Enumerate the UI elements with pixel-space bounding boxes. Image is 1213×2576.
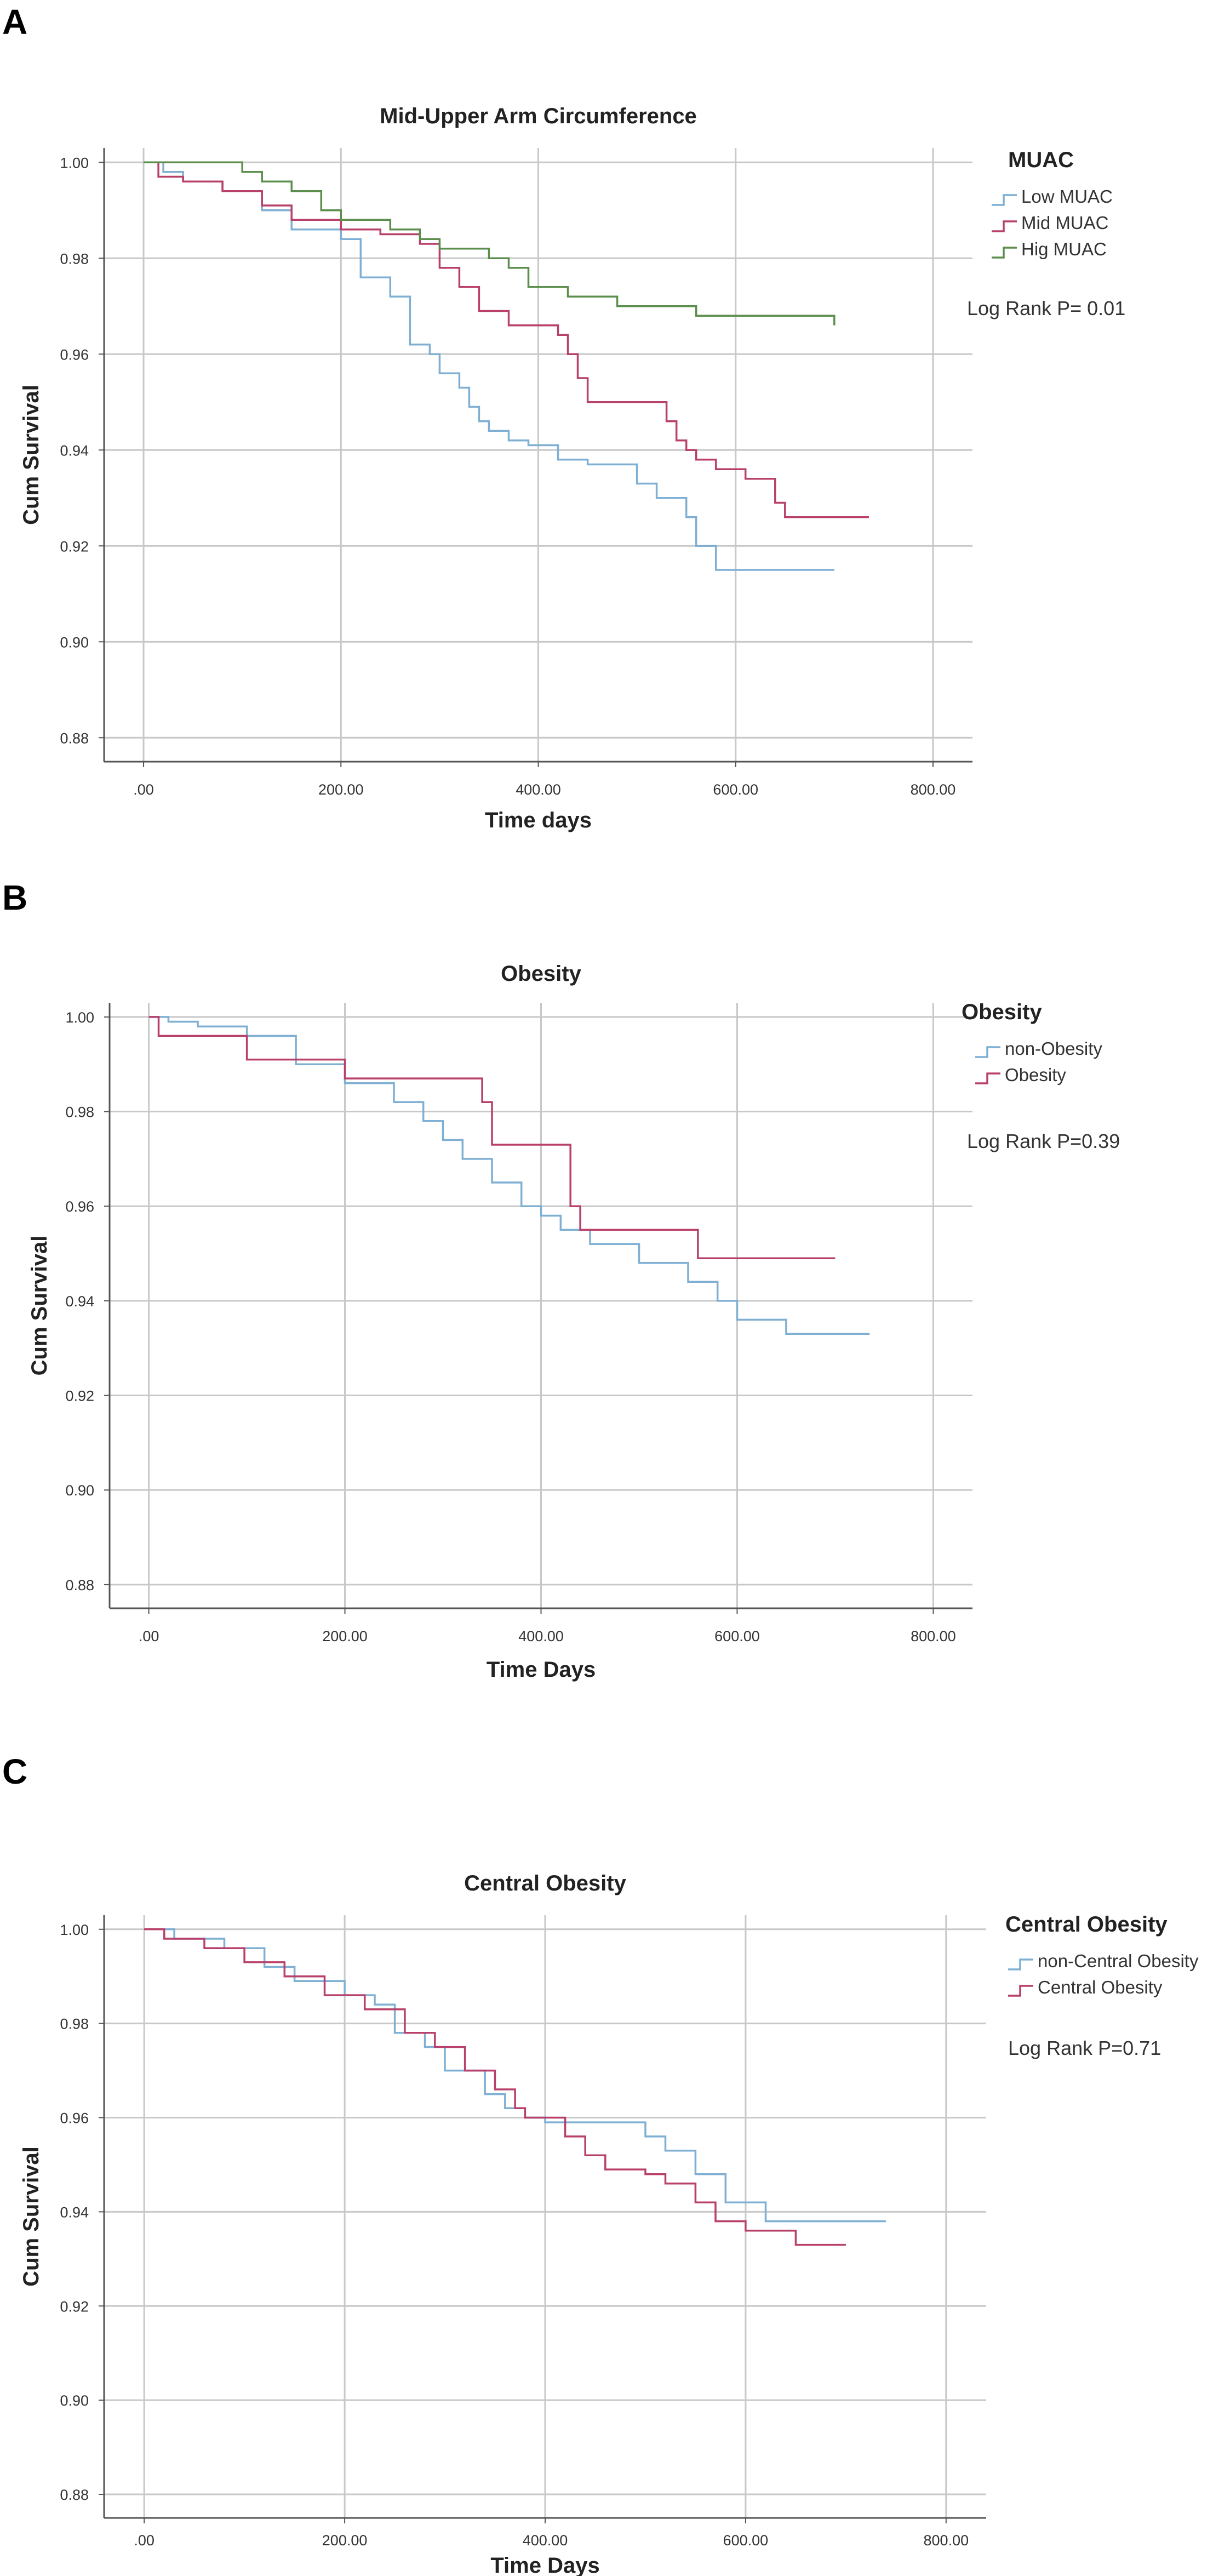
series-line-non-obesity bbox=[148, 1016, 870, 1335]
panel-label: C bbox=[2, 1752, 27, 1791]
y-tick-label: 0.92 bbox=[60, 2298, 89, 2315]
log-rank-annotation: Log Rank P=0.39 bbox=[967, 1130, 1120, 1152]
series-line-mid-muac bbox=[144, 161, 869, 518]
chart-title: Obesity bbox=[501, 962, 581, 986]
legend-item-label: Obesity bbox=[1005, 1065, 1066, 1085]
legend-title: Central Obesity bbox=[1005, 1912, 1168, 1937]
legend-swatch-non-central-obesity bbox=[1008, 1958, 1033, 1970]
x-tick-label: 200.00 bbox=[322, 1628, 368, 1644]
log-rank-annotation: Log Rank P=0.71 bbox=[1008, 2037, 1161, 2059]
legend-item-label: non-Obesity bbox=[1005, 1038, 1102, 1059]
y-axis-label: Cum Survival bbox=[27, 1236, 52, 1376]
legend-item-label: Low MUAC bbox=[1021, 186, 1113, 207]
legend-swatch-hig-muac bbox=[992, 247, 1017, 259]
series-line-hig-muac bbox=[144, 161, 836, 325]
x-tick-label: .00 bbox=[133, 781, 154, 798]
log-rank-annotation: Log Rank P= 0.01 bbox=[967, 297, 1125, 319]
y-tick-label: 0.92 bbox=[60, 538, 89, 555]
x-tick-label: 600.00 bbox=[723, 2532, 769, 2549]
panel-label: A bbox=[2, 2, 27, 42]
legend-item-label: Central Obesity bbox=[1038, 1977, 1163, 1997]
legend-title: Obesity bbox=[962, 1000, 1042, 1024]
x-tick-label: 200.00 bbox=[318, 781, 364, 798]
legend-item-label: Hig MUAC bbox=[1021, 239, 1107, 259]
x-tick-label: 400.00 bbox=[523, 2532, 568, 2549]
legend-swatch-mid-muac bbox=[992, 220, 1017, 232]
legend-title: MUAC bbox=[1008, 148, 1074, 172]
y-tick-label: 1.00 bbox=[65, 1009, 94, 1026]
y-tick-label: 0.94 bbox=[65, 1293, 94, 1310]
chart-title: Mid-Upper Arm Circumference bbox=[380, 104, 697, 128]
y-tick-label: 0.96 bbox=[60, 346, 89, 363]
chart-title: Central Obesity bbox=[464, 1871, 626, 1895]
x-tick-label: 400.00 bbox=[516, 781, 561, 798]
series-line-non-central-obesity bbox=[144, 1928, 886, 2223]
legend-item-label: Mid MUAC bbox=[1021, 213, 1109, 233]
x-axis-label: Time Days bbox=[487, 1658, 596, 1682]
y-axis-label: Cum Survival bbox=[19, 385, 43, 525]
y-tick-label: 0.98 bbox=[60, 2016, 89, 2032]
legend-swatch-non-obesity bbox=[975, 1046, 1000, 1058]
chart-panel-b: B Obesity 0.88 0.90 0.92 0.94 0.96 0.98 1.00 .00 2… bbox=[2, 878, 1120, 1682]
y-tick-label: 0.94 bbox=[60, 442, 89, 459]
x-tick-label: 800.00 bbox=[911, 1628, 956, 1644]
x-tick-label: 800.00 bbox=[924, 2532, 969, 2549]
chart-panel-c: C Central Obesity 0.88 0.90 0.92 0.94 0.96 0.98… bbox=[2, 1752, 1199, 2576]
x-tick-label: 200.00 bbox=[322, 2532, 368, 2549]
y-tick-label: 0.94 bbox=[60, 2204, 89, 2220]
x-tick-label: 400.00 bbox=[518, 1628, 564, 1644]
x-axis-label: Time Days bbox=[490, 2554, 599, 2576]
y-axis-label: Cum Survival bbox=[19, 2146, 43, 2287]
y-tick-label: 0.88 bbox=[60, 2487, 89, 2503]
series-line-obesity bbox=[148, 1016, 836, 1259]
series-line-central-obesity bbox=[144, 1928, 846, 2246]
legend-swatch-obesity bbox=[975, 1072, 1000, 1084]
y-tick-label: 0.98 bbox=[60, 250, 89, 267]
x-tick-label: 800.00 bbox=[911, 781, 956, 798]
series-line-low-muac bbox=[144, 161, 834, 571]
y-tick-label: 0.92 bbox=[65, 1388, 94, 1404]
legend-swatch-low-muac bbox=[992, 194, 1017, 206]
x-tick-label: 600.00 bbox=[713, 781, 758, 798]
y-tick-label: 0.90 bbox=[60, 2392, 89, 2409]
panel-label: B bbox=[2, 878, 27, 917]
y-tick-label: 0.96 bbox=[65, 1198, 94, 1215]
x-tick-label: 600.00 bbox=[714, 1628, 760, 1644]
y-tick-label: 0.88 bbox=[60, 730, 89, 746]
chart-panel-a: A Mid-Upper Arm Circumference 0.88 0.90 0.92… bbox=[2, 2, 1125, 832]
y-tick-label: 0.90 bbox=[65, 1482, 94, 1499]
y-tick-label: 0.90 bbox=[60, 634, 89, 650]
x-tick-label: .00 bbox=[139, 1628, 159, 1644]
x-tick-label: .00 bbox=[134, 2532, 155, 2549]
legend-swatch-central-obesity bbox=[1008, 1985, 1033, 1997]
y-tick-label: 0.96 bbox=[60, 2110, 89, 2127]
y-tick-label: 0.88 bbox=[65, 1577, 94, 1593]
y-tick-label: 1.00 bbox=[60, 1922, 89, 1938]
y-tick-label: 0.98 bbox=[65, 1104, 94, 1121]
legend-item-label: non-Central Obesity bbox=[1038, 1951, 1199, 1971]
y-tick-label: 1.00 bbox=[60, 155, 89, 171]
x-axis-label: Time days bbox=[485, 808, 592, 832]
